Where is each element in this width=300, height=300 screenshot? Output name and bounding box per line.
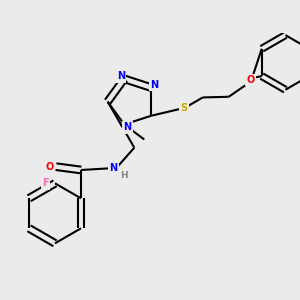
Text: H: H bbox=[121, 170, 128, 179]
Text: N: N bbox=[124, 122, 132, 132]
Text: N: N bbox=[150, 80, 158, 90]
Text: O: O bbox=[46, 162, 54, 172]
Text: F: F bbox=[42, 178, 49, 188]
Text: N: N bbox=[117, 71, 125, 81]
Text: O: O bbox=[246, 75, 254, 85]
Text: S: S bbox=[181, 103, 188, 113]
Text: N: N bbox=[109, 163, 117, 173]
